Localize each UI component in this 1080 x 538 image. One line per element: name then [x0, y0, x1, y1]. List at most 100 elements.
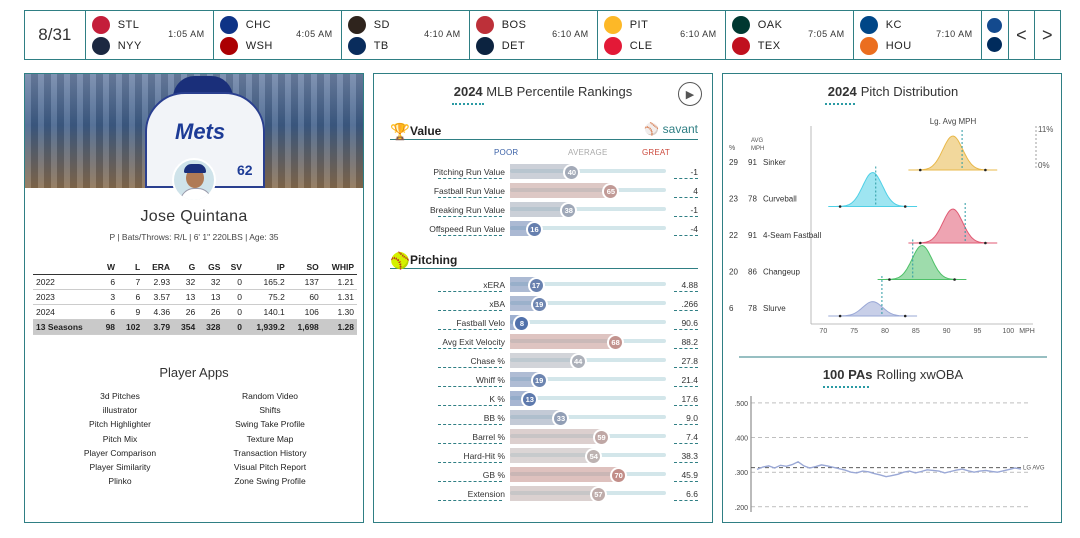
percentile-row[interactable]: GB % 70 45.9 — [390, 467, 698, 484]
savant-logo[interactable]: ⚾ savant — [644, 122, 698, 136]
game-card[interactable]: BOS DET 6:10 AM — [470, 11, 598, 59]
percentile-row[interactable]: Offspeed Run Value 16 -4 — [390, 221, 698, 238]
stats-cell: 0 — [223, 304, 245, 320]
player-app-link[interactable]: 3d Pitches — [100, 391, 140, 401]
range-dot-low — [918, 241, 922, 245]
percentile-circle: 19 — [530, 372, 548, 389]
home-team-abbr: DET — [501, 40, 526, 52]
y-tick-label: .200 — [734, 505, 748, 512]
away-team-logo-icon — [91, 16, 110, 34]
percentile-track — [510, 396, 666, 400]
player-app-link[interactable]: Pitch Mix — [102, 433, 138, 444]
play-animation-button[interactable]: ▶ — [678, 82, 702, 106]
player-app-link[interactable]: Shifts — [259, 405, 281, 416]
player-app-link[interactable]: Random Video — [241, 391, 299, 401]
player-app-link[interactable]: Player Comparison — [83, 447, 157, 458]
game-card[interactable]: SD TB 4:10 AM — [342, 11, 470, 59]
player-app-link[interactable]: Texture Map — [246, 433, 294, 444]
player-apps-list: 3d Pitches Random Video illustrator Shifts P… — [45, 390, 345, 487]
away-team-logo-icon — [859, 16, 878, 34]
metric-label: Extension — [467, 489, 505, 499]
percentile-circle: 38 — [560, 202, 578, 219]
percentile-row[interactable]: BB % 33 9.0 — [390, 410, 698, 427]
pitch-dist-title: 2024 Pitch Distribution — [828, 84, 958, 99]
player-app-link[interactable]: Swing Take Profile — [235, 419, 305, 430]
percentile-row[interactable]: Chase % 44 27.8 — [390, 353, 698, 370]
game-card[interactable]: CHC WSH 4:05 AM — [214, 11, 342, 59]
player-card: Mets 62 Jose Quintana P | Bats/Throws: R… — [24, 73, 364, 523]
more-games[interactable] — [982, 11, 1010, 59]
percentile-track — [510, 358, 666, 362]
percentile-row[interactable]: Avg Exit Velocity 68 88.2 — [390, 334, 698, 351]
percentile-row[interactable]: Pitching Run Value 40 -1 — [390, 164, 698, 181]
col-header-mph: MPH — [751, 146, 764, 152]
legend-average: AVERAGE — [568, 148, 608, 157]
scoreboard-next-button[interactable]: > — [1042, 24, 1053, 45]
percentile-row[interactable]: K % 13 17.6 — [390, 391, 698, 408]
stats-cell: 26 — [173, 304, 199, 320]
player-app-link[interactable]: Zone Swing Profile — [234, 476, 306, 487]
player-app-link[interactable]: Player Similarity — [89, 462, 151, 473]
pitch-name: Sinker — [763, 158, 786, 167]
pitch-avg-mph: 78 — [748, 195, 757, 204]
metric-label: xBA — [489, 299, 505, 309]
percentile-circle: 33 — [552, 410, 570, 427]
jersey-text: Mets — [175, 119, 226, 144]
game-card[interactable]: KC HOU 7:10 AM — [854, 11, 982, 59]
player-app-link[interactable]: Plinko — [108, 476, 132, 487]
away-team: SD — [347, 16, 390, 34]
x-tick-label: 95 — [974, 328, 982, 335]
home-team: HOU — [859, 37, 912, 55]
x-tick-label: 100 — [1002, 328, 1014, 335]
percentile-row[interactable]: xBA 19 .266 — [390, 296, 698, 313]
percentile-row[interactable]: Barrel % 59 7.4 — [390, 429, 698, 446]
trophy-icon: 🏆 — [390, 124, 410, 141]
player-app-link[interactable]: illustrator — [102, 405, 138, 416]
stats-cell: 1.30 — [321, 304, 357, 320]
x-tick-label: 75 — [850, 328, 858, 335]
game-card[interactable]: OAK TEX 7:05 AM — [726, 11, 854, 59]
percentile-row[interactable]: Extension 57 6.6 — [390, 486, 698, 503]
percentile-row[interactable]: Fastball Velo 8 90.6 — [390, 315, 698, 332]
percentile-row[interactable]: Whiff % 19 21.4 — [390, 372, 698, 389]
away-team-abbr: KC — [885, 19, 902, 31]
metric-value: 21.4 — [681, 375, 698, 385]
metric-label: BB % — [483, 413, 505, 423]
player-app-link[interactable]: Visual Pitch Report — [233, 462, 307, 473]
pitcher-icon: 🥎 — [390, 253, 410, 270]
stats-cell: 2.93 — [143, 274, 174, 290]
metric-value: 9.0 — [686, 413, 698, 423]
home-team-logo-icon — [475, 37, 494, 55]
percentile-row[interactable]: Breaking Run Value 38 -1 — [390, 202, 698, 219]
pitch-avg-mph: 78 — [748, 304, 757, 313]
percentile-circle: 68 — [607, 334, 625, 351]
pitch-pct: 29 — [729, 158, 738, 167]
percentile-row[interactable]: xERA 17 4.88 — [390, 277, 698, 294]
pitch-pct: 6 — [729, 304, 734, 313]
table-row: 2023 3 6 3.57 13 13 0 75.2 60 1.31 — [33, 289, 357, 305]
percentile-row[interactable]: Fastball Run Value 65 4 — [390, 183, 698, 200]
percentile-bar — [510, 353, 579, 368]
stats-cell: 137 — [287, 274, 322, 290]
stats-cell: 1.21 — [321, 274, 357, 290]
legend-great: GREAT — [642, 148, 670, 157]
percentile-track — [510, 226, 666, 230]
game-card[interactable]: PIT CLE 6:10 AM — [598, 11, 726, 59]
game-card[interactable]: STL NYY 1:05 AM — [86, 11, 214, 59]
stats-cell: 3 — [98, 289, 119, 305]
percentile-circle: 8 — [513, 315, 531, 332]
x-tick-label: 90 — [943, 328, 951, 335]
range-dot-high — [984, 168, 987, 172]
scoreboard-prev-button[interactable]: < — [1009, 11, 1035, 59]
range-dot-high — [903, 205, 907, 208]
percentile-row[interactable]: Hard-Hit % 54 38.3 — [390, 448, 698, 465]
pitch-name: Slurve — [763, 304, 786, 313]
metric-label: Chase % — [470, 356, 506, 366]
player-app-link[interactable]: Transaction History — [233, 447, 307, 458]
percentile-bar — [510, 486, 599, 501]
range-dot-low — [888, 278, 891, 281]
stats-cell: 13 Seasons — [33, 319, 99, 335]
pitch-charts-panel: 2024 Pitch Distribution Lg. Avg MPH% AVG MPH… — [722, 73, 1062, 523]
home-team-logo-icon — [91, 37, 110, 55]
player-app-link[interactable]: Pitch Highlighter — [89, 419, 151, 430]
